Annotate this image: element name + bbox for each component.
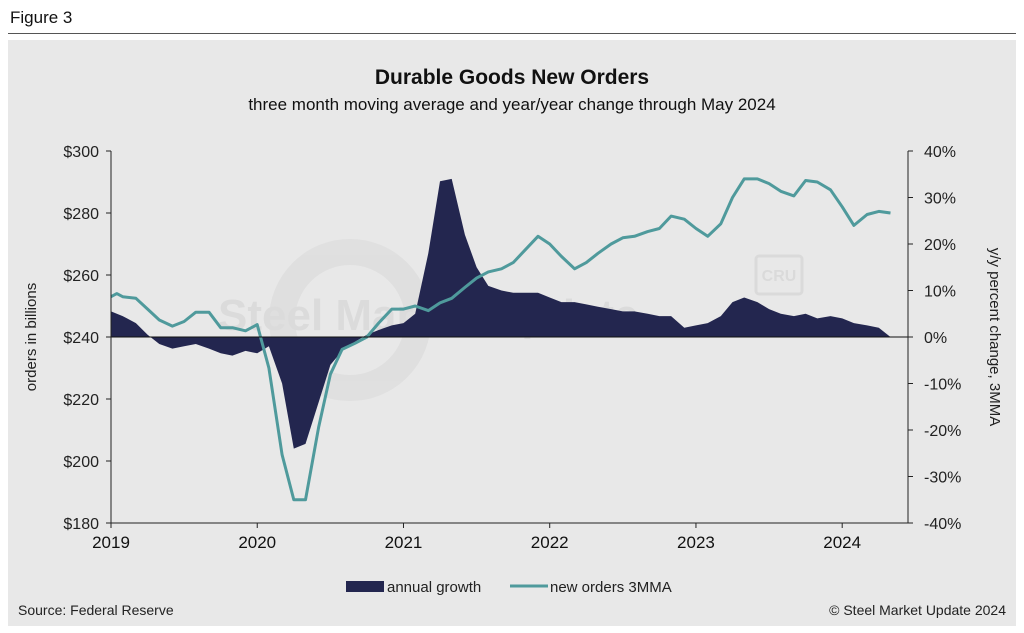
y-right-tick-label: -30%: [924, 470, 961, 487]
y-left-tick-label: $240: [63, 330, 99, 347]
plot-area: [110, 177, 891, 502]
legend-label-new-orders: new orders 3MMA: [550, 579, 672, 596]
legend-swatch-annual-growth: [346, 581, 384, 592]
x-tick-label: 2022: [531, 533, 569, 552]
y-axis-right-label: y/y percent change, 3MMA: [986, 248, 1003, 426]
chart-title: Durable Goods New Orders: [375, 66, 649, 89]
source-note: Source: Federal Reserve: [18, 602, 174, 618]
x-tick-label: 2024: [823, 533, 861, 552]
x-tick-label: 2023: [677, 533, 715, 552]
y-left-tick-label: $180: [63, 516, 99, 533]
copyright-note: © Steel Market Update 2024: [829, 602, 1006, 618]
legend-label-annual-growth: annual growth: [387, 579, 481, 596]
y-right-tick-label: -40%: [924, 516, 961, 533]
x-tick-label: 2019: [92, 533, 130, 552]
y-right-tick-label: 0%: [924, 330, 947, 347]
y-right-tick-label: 20%: [924, 237, 956, 254]
watermark-badge: CRU: [762, 268, 797, 285]
y-right-tick-label: -10%: [924, 377, 961, 394]
series-new-orders-line: [110, 177, 891, 502]
y-left-tick-label: $260: [63, 268, 99, 285]
x-tick-label: 2020: [238, 533, 276, 552]
watermark-badge-icon: [754, 254, 804, 296]
axes: $300 $280 $260 $240 $220 $200 $180 40% 30% 20% 10%…: [63, 144, 961, 552]
y-right-tick-label: -20%: [924, 423, 961, 440]
y-right-tick-label: 30%: [924, 191, 956, 208]
legend: annual growth new orders 3MMA: [346, 579, 672, 596]
y-right-tick-label: 40%: [924, 144, 956, 161]
figure-label: Figure 3: [10, 8, 73, 27]
y-left-tick-label: $220: [63, 392, 99, 409]
y-left-tick-label: $200: [63, 454, 99, 471]
series-annual-growth-area: [111, 178, 891, 449]
header-divider: [8, 33, 1016, 34]
y-axis-left-label: orders in billions: [23, 283, 40, 391]
y-left-tick-label: $300: [63, 144, 99, 161]
x-tick-label: 2021: [385, 533, 423, 552]
y-right-tick-label: 10%: [924, 284, 956, 301]
chart-subtitle: three month moving average and year/year…: [248, 95, 775, 114]
y-left-tick-label: $280: [63, 206, 99, 223]
